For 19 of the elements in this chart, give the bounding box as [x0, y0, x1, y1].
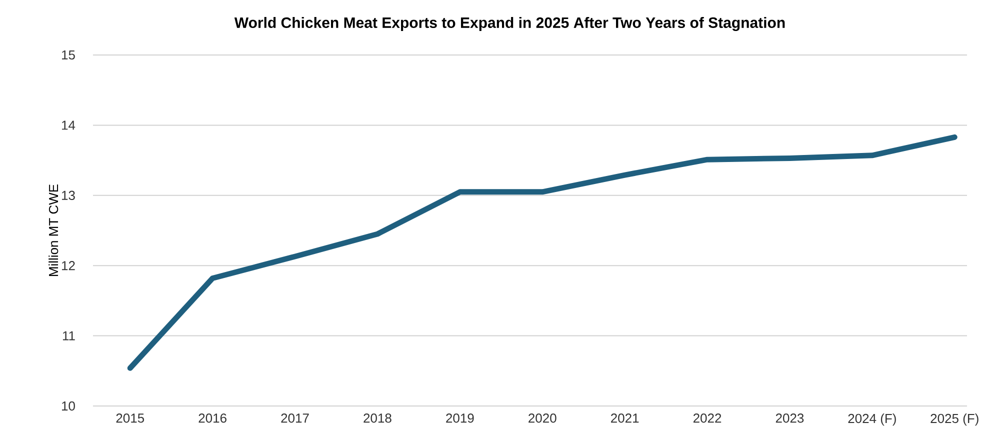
chart-title: World Chicken Meat Exports to Expand in 2025 After Two Years of Stagnation	[234, 16, 785, 32]
x-tick-label: 2019	[446, 414, 474, 423]
y-tick-label: 12	[62, 261, 75, 270]
x-tick-label: 2021	[611, 414, 639, 423]
y-tick-label: 13	[62, 190, 75, 200]
y-tick-label: 11	[62, 331, 75, 340]
x-tick-label: 2025 (F)	[930, 414, 978, 426]
x-tick-label: 2022	[693, 414, 722, 423]
y-tick-label: 15	[62, 50, 75, 60]
y-tick-label: 10	[62, 401, 75, 411]
x-tick-label: 2015	[116, 414, 144, 423]
x-tick-label: 2024 (F)	[848, 414, 896, 426]
y-tick-label: 14	[62, 120, 76, 130]
x-tick-label: 2018	[364, 414, 392, 423]
y-axis-title: Million MT CWE	[48, 184, 58, 276]
x-tick-label: 2023	[776, 414, 804, 423]
x-tick-label: 2020	[528, 414, 556, 423]
x-tick-label: 2016	[198, 414, 226, 423]
x-tick-label: 2017	[281, 414, 309, 423]
